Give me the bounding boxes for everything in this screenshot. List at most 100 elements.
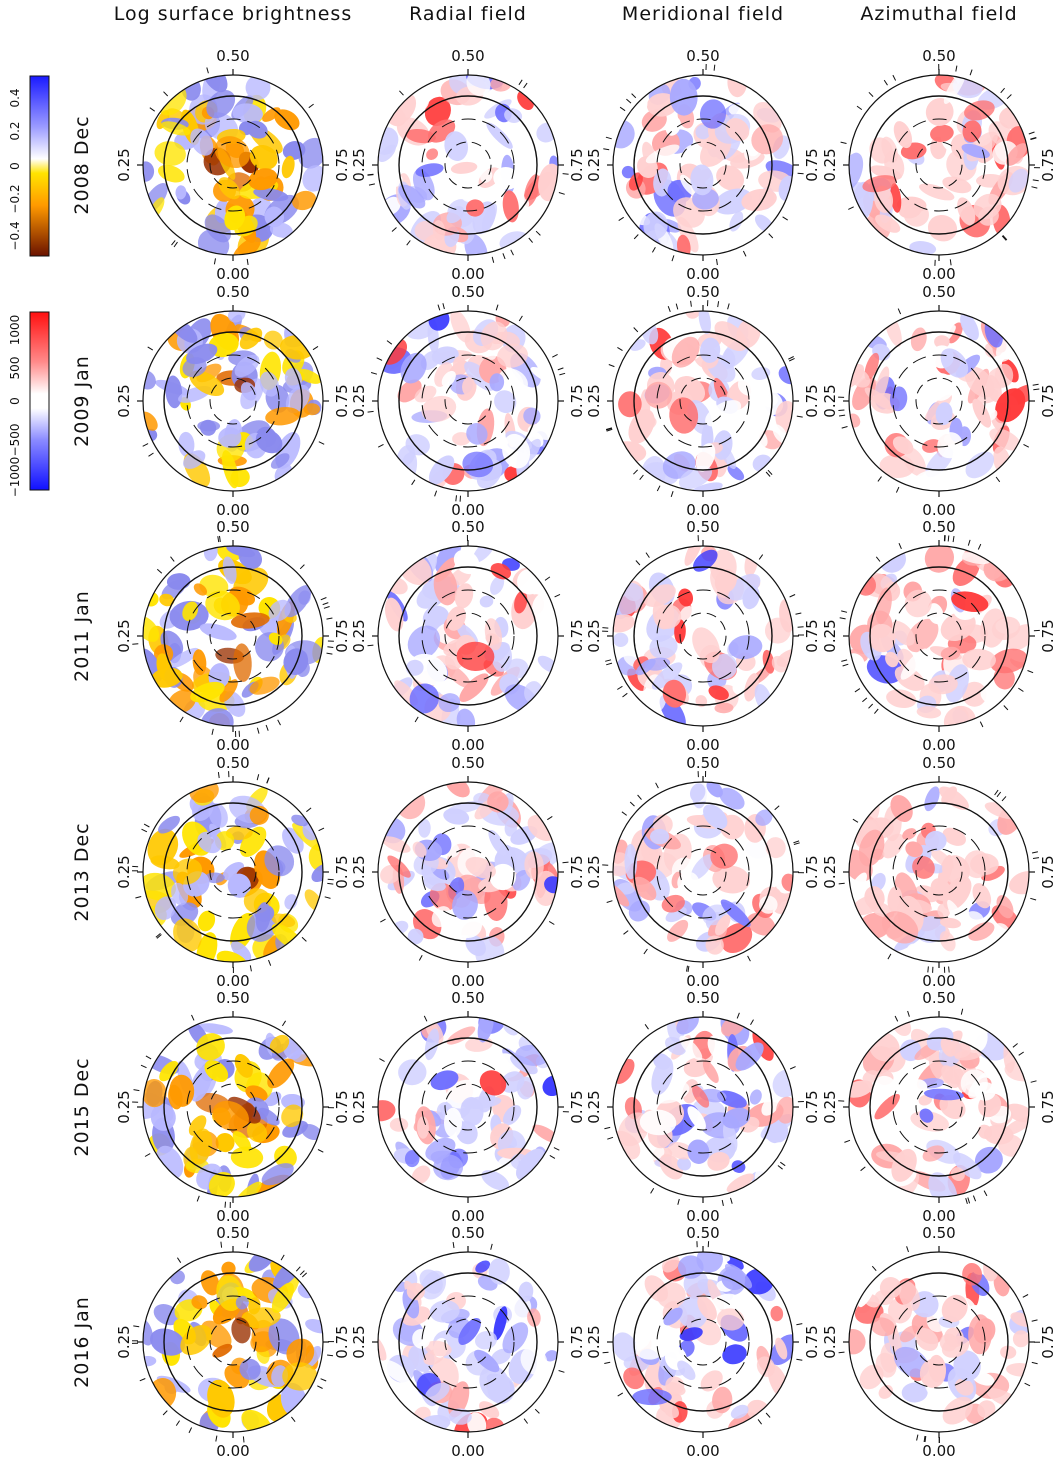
colorbar-field: 1000 500 0 −500 −1000 bbox=[8, 311, 50, 498]
phase-label-top: 0.50 bbox=[216, 47, 249, 65]
phase-label-left: 0.25 bbox=[350, 855, 368, 888]
phase-label-top: 0.50 bbox=[216, 518, 249, 536]
phase-label-left: 0.25 bbox=[115, 855, 133, 888]
phase-label-bottom: 0.00 bbox=[216, 972, 249, 990]
phase-label-left: 0.25 bbox=[585, 619, 603, 652]
polar-map: 0.50 0.00 0.25 0.75 bbox=[350, 47, 586, 283]
phase-label-top: 0.50 bbox=[686, 754, 719, 772]
phase-label-top: 0.50 bbox=[922, 1224, 955, 1242]
colorbar-brightness-tick: 0 bbox=[8, 162, 22, 170]
colorbar-field-tick: −1000 bbox=[8, 457, 22, 498]
phase-label-top: 0.50 bbox=[686, 989, 719, 1007]
phase-label-bottom: 0.00 bbox=[922, 972, 955, 990]
phase-label-bottom: 0.00 bbox=[922, 1207, 955, 1225]
row-label-epoch: 2009 Jan bbox=[71, 355, 93, 447]
phase-label-top: 0.50 bbox=[216, 754, 249, 772]
polar-map: 0.50 0.00 0.25 0.75 bbox=[821, 754, 1055, 990]
polar-map: 0.50 0.00 0.25 0.75 bbox=[115, 754, 351, 990]
phase-label-bottom: 0.00 bbox=[216, 1442, 249, 1460]
phase-label-bottom: 0.00 bbox=[686, 1442, 719, 1460]
colorbar-brightness-bar bbox=[29, 75, 50, 257]
phase-label-left: 0.25 bbox=[821, 1325, 839, 1358]
phase-label-left: 0.25 bbox=[350, 1325, 368, 1358]
phase-label-right: 0.75 bbox=[803, 384, 821, 417]
phase-label-right: 0.75 bbox=[803, 1090, 821, 1123]
phase-label-bottom: 0.00 bbox=[451, 265, 484, 283]
phase-label-top: 0.50 bbox=[216, 283, 249, 301]
polar-map: 0.50 0.00 0.25 0.75 bbox=[115, 518, 351, 754]
phase-label-left: 0.25 bbox=[115, 148, 133, 181]
phase-label-left: 0.25 bbox=[350, 384, 368, 417]
polar-map: 0.50 0.00 0.25 0.75 bbox=[585, 989, 821, 1225]
phase-label-bottom: 0.00 bbox=[922, 265, 955, 283]
polar-map: 0.50 0.00 0.25 0.75 bbox=[585, 283, 821, 519]
polar-map: 0.50 0.00 0.25 0.75 bbox=[350, 989, 586, 1225]
column-title-radial: Radial field bbox=[409, 3, 527, 25]
phase-label-left: 0.25 bbox=[585, 1325, 603, 1358]
phase-label-bottom: 0.00 bbox=[686, 972, 719, 990]
phase-label-top: 0.50 bbox=[686, 47, 719, 65]
phase-label-bottom: 0.00 bbox=[686, 1207, 719, 1225]
phase-label-left: 0.25 bbox=[821, 148, 839, 181]
column-title-azimuthal: Azimuthal field bbox=[860, 3, 1017, 25]
phase-label-top: 0.50 bbox=[922, 989, 955, 1007]
polar-map: 0.50 0.00 0.25 0.75 bbox=[585, 518, 821, 754]
colorbar-field-tick: −500 bbox=[8, 424, 22, 457]
phase-label-right: 0.75 bbox=[333, 1090, 351, 1123]
polar-map: 0.50 0.00 0.25 0.75 bbox=[115, 47, 351, 283]
phase-label-left: 0.25 bbox=[115, 619, 133, 652]
phase-label-bottom: 0.00 bbox=[922, 501, 955, 519]
phase-label-left: 0.25 bbox=[350, 1090, 368, 1123]
phase-label-bottom: 0.00 bbox=[216, 1207, 249, 1225]
phase-label-left: 0.25 bbox=[821, 619, 839, 652]
phase-label-left: 0.25 bbox=[585, 1090, 603, 1123]
phase-label-left: 0.25 bbox=[115, 1325, 133, 1358]
phase-label-top: 0.50 bbox=[922, 283, 955, 301]
phase-label-top: 0.50 bbox=[451, 989, 484, 1007]
row-label-epoch: 2008 Dec bbox=[71, 115, 93, 214]
phase-label-top: 0.50 bbox=[451, 1224, 484, 1242]
phase-label-top: 0.50 bbox=[216, 989, 249, 1007]
phase-label-left: 0.25 bbox=[821, 855, 839, 888]
phase-label-bottom: 0.00 bbox=[216, 501, 249, 519]
colorbar-brightness-tick: −0.2 bbox=[8, 184, 22, 213]
polar-map: 0.50 0.00 0.25 0.75 bbox=[350, 1224, 586, 1460]
phase-label-right: 0.75 bbox=[1039, 1325, 1055, 1358]
phase-label-bottom: 0.00 bbox=[686, 265, 719, 283]
colorbar-field-bar bbox=[29, 311, 50, 491]
phase-label-bottom: 0.00 bbox=[686, 501, 719, 519]
phase-label-top: 0.50 bbox=[451, 754, 484, 772]
colorbar-field-tick: 1000 bbox=[8, 315, 22, 346]
phase-label-right: 0.75 bbox=[1039, 619, 1055, 652]
colorbar-brightness: 0.4 0.2 0 −0.2 −0.4 bbox=[8, 75, 50, 257]
phase-label-right: 0.75 bbox=[333, 384, 351, 417]
phase-label-left: 0.25 bbox=[585, 384, 603, 417]
phase-label-left: 0.25 bbox=[821, 384, 839, 417]
phase-label-top: 0.50 bbox=[451, 47, 484, 65]
phase-label-top: 0.50 bbox=[686, 1224, 719, 1242]
colorbar-field-tick: 500 bbox=[8, 357, 22, 380]
column-title-meridional: Meridional field bbox=[622, 3, 784, 25]
phase-label-bottom: 0.00 bbox=[216, 265, 249, 283]
polar-map: 0.50 0.00 0.25 0.75 bbox=[585, 754, 821, 990]
phase-label-right: 0.75 bbox=[803, 148, 821, 181]
phase-label-right: 0.75 bbox=[333, 148, 351, 181]
phase-label-right: 0.75 bbox=[803, 1325, 821, 1358]
phase-label-bottom: 0.00 bbox=[451, 736, 484, 754]
phase-label-bottom: 0.00 bbox=[451, 501, 484, 519]
phase-label-left: 0.25 bbox=[350, 148, 368, 181]
colorbar-field-tick: 0 bbox=[8, 397, 22, 405]
phase-label-bottom: 0.00 bbox=[922, 1442, 955, 1460]
phase-label-top: 0.50 bbox=[922, 518, 955, 536]
phase-label-right: 0.75 bbox=[1039, 384, 1055, 417]
phase-label-right: 0.75 bbox=[333, 619, 351, 652]
phase-label-bottom: 0.00 bbox=[451, 1442, 484, 1460]
phase-label-left: 0.25 bbox=[585, 855, 603, 888]
phase-label-left: 0.25 bbox=[350, 619, 368, 652]
phase-label-right: 0.75 bbox=[1039, 148, 1055, 181]
column-title-brightness: Log surface brightness bbox=[114, 3, 352, 25]
phase-label-top: 0.50 bbox=[686, 518, 719, 536]
polar-map: 0.50 0.00 0.25 0.75 bbox=[821, 518, 1055, 754]
row-label-epoch: 2011 Jan bbox=[71, 590, 93, 682]
map-grid: 0.500.000.25 0.750.500.000.25 0.750.500.00… bbox=[115, 47, 1055, 1460]
